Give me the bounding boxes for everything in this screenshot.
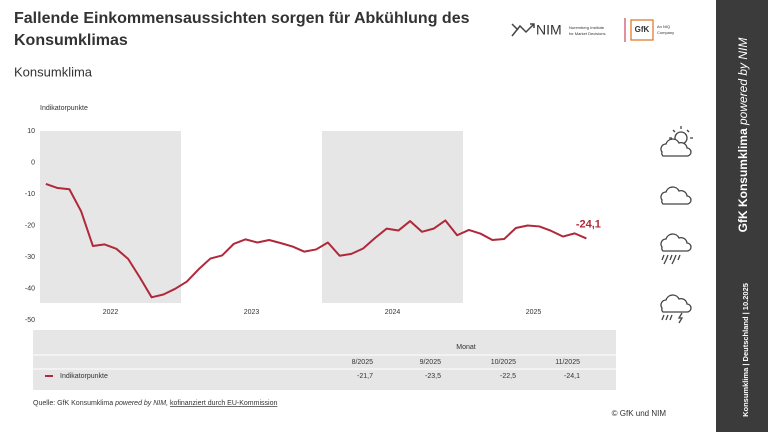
table-row-label: Indikatorpunkte xyxy=(60,373,108,380)
y-axis-label: Indikatorpunkte xyxy=(40,105,88,112)
y-tick-label: -20 xyxy=(25,222,35,229)
y-tick-label: 0 xyxy=(31,159,35,166)
title: Konsumklimas xyxy=(14,32,128,49)
y-tick-label: -40 xyxy=(25,285,35,292)
year-band xyxy=(322,131,463,303)
sidebar xyxy=(716,0,768,432)
plot: 2022 2023 2024 2025 10 0 -10 -20 -30 -40 -50 -24,1 xyxy=(25,128,601,324)
nim-sub: Nuremberg Institute xyxy=(569,25,605,30)
source: Quelle: GfK Konsumklima powered by NIM, … xyxy=(33,400,277,407)
x-tick-label: 2025 xyxy=(526,309,542,316)
table-column-header: 9/2025 xyxy=(420,359,442,366)
nim-sub: for Market Decisions xyxy=(569,31,605,36)
sidebar-title-part: powered by NIM xyxy=(736,38,750,126)
nim-text: NIM xyxy=(536,22,562,38)
source-part: kofinanziert durch EU-Kommission xyxy=(170,400,277,407)
table-background xyxy=(33,330,616,390)
y-tick-label: -50 xyxy=(25,317,35,324)
y-tick-label: 10 xyxy=(27,128,35,135)
table-cell: -23,5 xyxy=(425,373,441,380)
subtitle: Konsumklima xyxy=(14,64,93,79)
line xyxy=(45,182,587,299)
sidebar-footer: Konsumklima | Deutschland | 10.2025 xyxy=(741,283,750,417)
nim-logo: NIM Nuremberg Institute for Market Decis… xyxy=(511,22,605,38)
y-tick-label: -10 xyxy=(25,191,35,198)
title: Fallende Einkommensaussichten sorgen für… xyxy=(14,10,470,27)
year-band xyxy=(40,131,181,303)
table-column-header: 10/2025 xyxy=(491,359,516,366)
gfk-sub: Company xyxy=(657,30,674,35)
gfk-logo: GfK An NIQ Company xyxy=(630,19,674,41)
table-cell: -24,1 xyxy=(564,373,580,380)
sidebar-title-part: GfK Konsumklima xyxy=(736,128,750,232)
value-label: -24,1 xyxy=(576,218,601,230)
x-tick-label: 2024 xyxy=(385,309,401,316)
table: 8/2025 9/2025 10/2025 11/2025 Indikatorpunkt… xyxy=(45,359,580,380)
copyright: © GfK und NIM xyxy=(612,409,667,418)
table-column-header: 11/2025 xyxy=(555,359,580,366)
source-part: Quelle: GfK Konsumklima xyxy=(33,400,113,407)
table-group-header: Monat xyxy=(456,344,476,351)
gfk-sub: An NIQ xyxy=(657,24,670,29)
table-cell: -22,5 xyxy=(500,373,516,380)
y-tick-label: -30 xyxy=(25,254,35,261)
source-part: powered by NIM, xyxy=(114,400,168,407)
table-column-header: 8/2025 xyxy=(352,359,374,366)
x-tick-label: 2022 xyxy=(103,309,119,316)
x-tick-label: 2023 xyxy=(244,309,260,316)
sidebar-title: GfK Konsumklima powered by NIM xyxy=(736,38,750,233)
weather-icons xyxy=(660,126,693,324)
gfk-text: GfK xyxy=(635,25,650,34)
table-cell: -21,7 xyxy=(357,373,373,380)
